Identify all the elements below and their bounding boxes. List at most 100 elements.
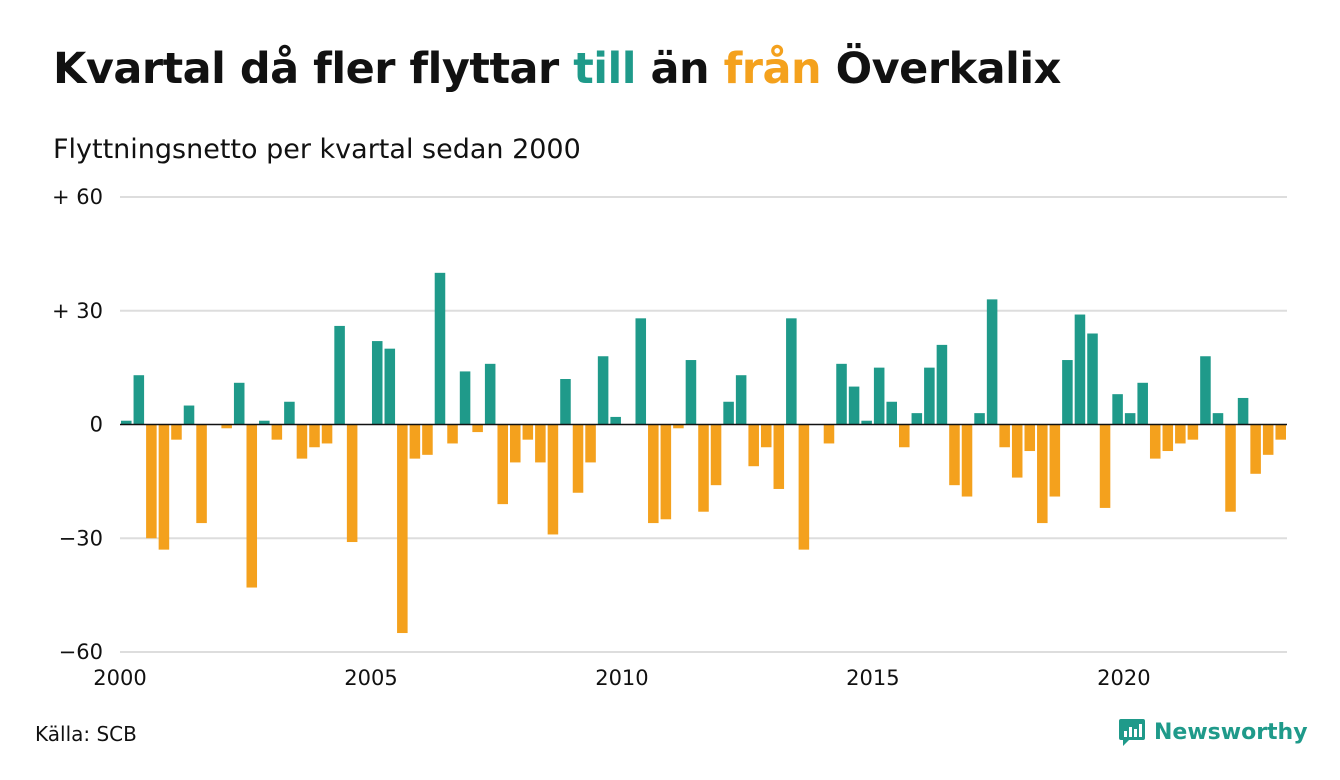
bar bbox=[572, 424, 584, 493]
bar bbox=[673, 424, 684, 429]
bar bbox=[735, 375, 747, 425]
bar bbox=[974, 413, 985, 425]
bar bbox=[1200, 356, 1211, 425]
newsworthy-logo-icon bbox=[1119, 719, 1145, 746]
bar bbox=[1062, 360, 1073, 425]
gridlines bbox=[120, 196, 1287, 653]
bar bbox=[861, 420, 872, 425]
bar bbox=[547, 424, 559, 535]
newsworthy-logo: Newsworthy bbox=[1118, 716, 1308, 748]
bar bbox=[1225, 424, 1236, 512]
bar bbox=[497, 424, 508, 505]
title-part-2: än bbox=[635, 44, 724, 94]
bar bbox=[1162, 424, 1174, 452]
bar bbox=[648, 424, 659, 524]
bar bbox=[635, 318, 647, 425]
bar bbox=[873, 367, 885, 425]
bar bbox=[321, 424, 333, 444]
bar bbox=[259, 420, 270, 425]
bar bbox=[748, 424, 759, 467]
bar bbox=[371, 341, 383, 425]
title-part-3: Överkalix bbox=[821, 44, 1062, 94]
bar bbox=[723, 401, 734, 425]
y-tick-label: −30 bbox=[59, 526, 103, 550]
bar bbox=[597, 356, 609, 425]
bar bbox=[246, 424, 258, 588]
bar bbox=[409, 424, 421, 459]
bar bbox=[1137, 382, 1148, 425]
bar bbox=[1037, 424, 1048, 524]
bar bbox=[1250, 424, 1261, 474]
bar bbox=[535, 424, 546, 463]
bar bbox=[798, 424, 810, 550]
bar bbox=[484, 363, 496, 425]
bars bbox=[121, 272, 1286, 634]
bar bbox=[786, 318, 797, 425]
bar bbox=[158, 424, 170, 550]
bar bbox=[284, 401, 295, 425]
y-tick-label: + 30 bbox=[52, 299, 103, 323]
bar bbox=[472, 424, 483, 433]
chart-subtitle: Flyttningsnetto per kvartal sedan 2000 bbox=[53, 134, 581, 165]
bar bbox=[1087, 333, 1098, 425]
bar bbox=[1187, 424, 1199, 440]
bar bbox=[384, 348, 396, 425]
bar bbox=[146, 424, 157, 539]
bar bbox=[434, 272, 446, 425]
bar bbox=[309, 424, 320, 448]
brand-name: Newsworthy bbox=[1154, 719, 1308, 745]
bar bbox=[886, 401, 897, 425]
bar bbox=[346, 424, 358, 543]
bar bbox=[823, 424, 835, 444]
y-tick-label: + 60 bbox=[52, 185, 103, 209]
y-tick-label: −60 bbox=[59, 640, 103, 664]
bar bbox=[1099, 424, 1111, 508]
bar bbox=[121, 420, 132, 425]
bar bbox=[698, 424, 709, 512]
bar bbox=[610, 416, 621, 425]
bar bbox=[848, 386, 860, 425]
title-part-1: Kvartal då fler flyttar bbox=[53, 44, 574, 94]
bar bbox=[233, 382, 245, 425]
bar bbox=[1074, 314, 1086, 425]
bar bbox=[1024, 424, 1036, 452]
bar bbox=[221, 424, 232, 429]
bar bbox=[447, 424, 458, 444]
bar bbox=[999, 424, 1010, 448]
bar bbox=[271, 424, 283, 440]
bar bbox=[422, 424, 433, 455]
bar bbox=[1049, 424, 1061, 497]
x-tick-label: 2000 bbox=[93, 666, 146, 690]
bar bbox=[510, 424, 521, 463]
bar bbox=[773, 424, 785, 489]
source-label: Källa: SCB bbox=[35, 722, 137, 746]
bar bbox=[296, 424, 308, 459]
bar bbox=[397, 424, 408, 634]
chart-title: Kvartal då fler flyttar till än från Öve… bbox=[53, 44, 1061, 94]
bar bbox=[961, 424, 973, 497]
x-tick-label: 2010 bbox=[595, 666, 648, 690]
bar bbox=[1175, 424, 1186, 444]
bar bbox=[836, 363, 847, 425]
bar bbox=[1275, 424, 1286, 440]
bar bbox=[1112, 394, 1123, 425]
bar bbox=[924, 367, 935, 425]
bar bbox=[459, 371, 471, 425]
bar bbox=[1149, 424, 1161, 459]
bar bbox=[911, 413, 923, 425]
bar bbox=[760, 424, 772, 448]
bar bbox=[949, 424, 960, 486]
title-word-till: till bbox=[573, 44, 636, 94]
title-word-fran: från bbox=[723, 44, 822, 94]
bar bbox=[1212, 413, 1224, 425]
x-tick-label: 2020 bbox=[1097, 666, 1150, 690]
bar bbox=[334, 325, 345, 425]
bar bbox=[585, 424, 596, 463]
bar bbox=[660, 424, 672, 520]
bar bbox=[936, 344, 948, 425]
bar bbox=[171, 424, 182, 440]
x-tick-label: 2015 bbox=[846, 666, 899, 690]
bar bbox=[986, 299, 998, 425]
bar bbox=[1262, 424, 1274, 455]
